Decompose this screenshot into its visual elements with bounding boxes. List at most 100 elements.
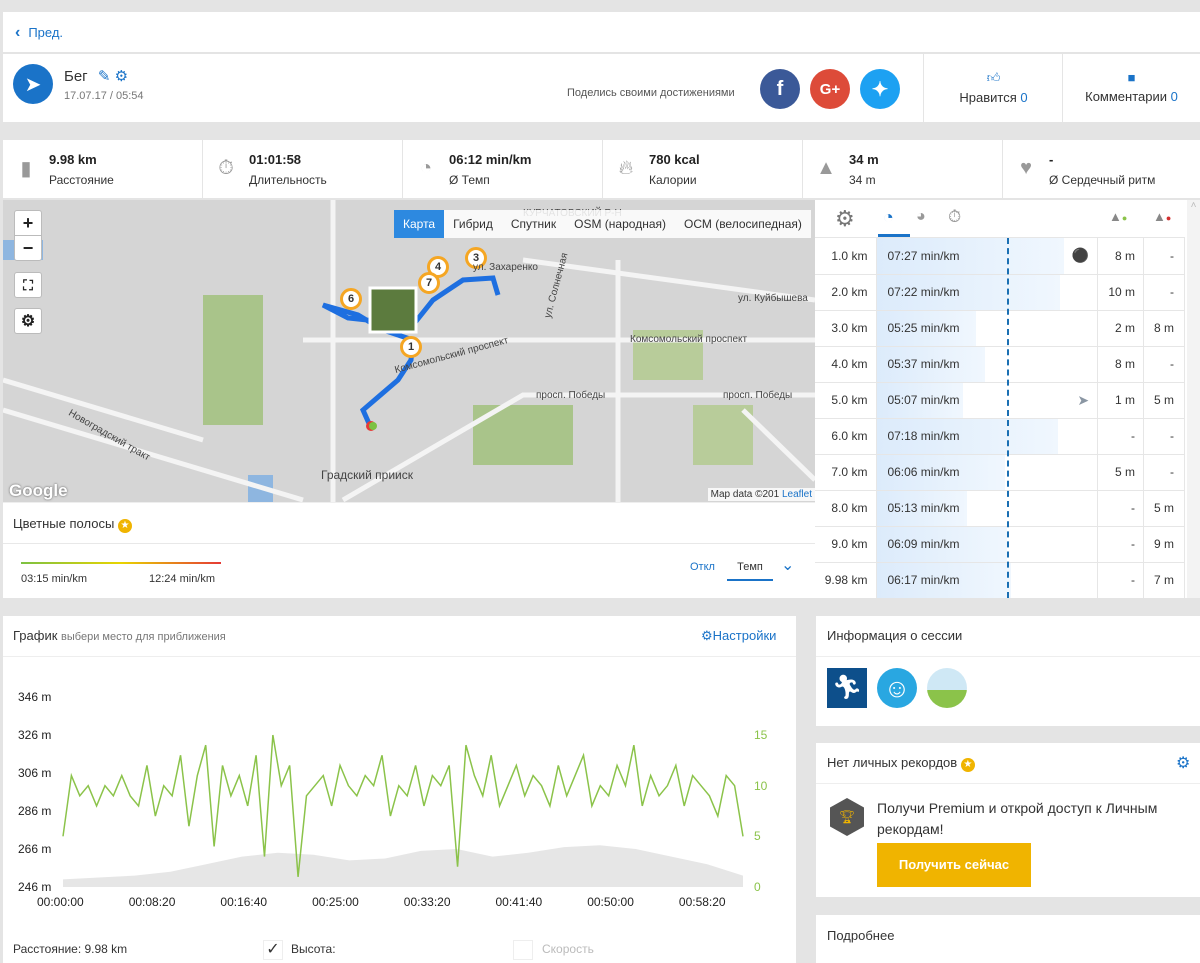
split-distance: 1.0 km <box>815 238 878 275</box>
y-axis-tick-left: 346 m <box>18 690 52 704</box>
split-row[interactable]: 2.0 km 07:22 min/km 10 m - <box>815 274 1185 311</box>
speed-checkbox[interactable] <box>513 940 533 960</box>
split-ascent: - <box>1097 490 1145 527</box>
split-pace-cell: 06:17 min/km <box>876 562 1099 598</box>
split-row[interactable]: 5.0 km 05:07 min/km ➤ 1 m 5 m <box>815 382 1185 419</box>
map-tab[interactable]: Гибрид <box>453 217 493 231</box>
fullscreen-icon[interactable]: ⛶ <box>14 272 42 298</box>
twitter-share-button[interactable]: ✦ <box>860 69 900 109</box>
stat-value: - <box>1049 152 1054 167</box>
stat-2: ◔ 06:12 min/km Ø Темп <box>403 140 603 198</box>
split-pace-cell: 05:37 min/km <box>876 346 1099 383</box>
pace-bar <box>877 418 1058 454</box>
split-distance: 7.0 km <box>815 454 878 491</box>
session-title: Информация о сессии <box>827 628 963 643</box>
altitude-checkbox[interactable]: ✓ <box>263 940 283 960</box>
start-marker <box>369 422 377 430</box>
map-tab[interactable]: ОСМ (велосипедная) <box>684 217 802 231</box>
split-row[interactable]: 8.0 km 05:13 min/km - 5 m <box>815 490 1185 527</box>
stat-5: ♥ - Ø Сердечный ритм <box>1003 140 1200 198</box>
stat-3: 🔥︎ 780 kcal Калории <box>603 140 803 198</box>
map-tab[interactable]: Спутник <box>510 217 557 231</box>
pace-bar <box>877 274 1060 310</box>
color-bars-title: Цветные полосы ★ <box>13 516 132 533</box>
get-premium-button[interactable]: Получить сейчас <box>877 843 1031 887</box>
x-axis-tick: 00:25:00 <box>312 895 359 909</box>
photo-thumbnail[interactable] <box>368 286 418 334</box>
gear-icon: ⚙ <box>701 628 713 643</box>
split-row[interactable]: 6.0 km 07:18 min/km - - <box>815 418 1185 455</box>
split-distance: 9.0 km <box>815 526 878 563</box>
y-axis-tick-right: 5 <box>754 829 761 844</box>
pace-bar <box>877 346 986 382</box>
table-settings-icon[interactable]: ⚙ <box>835 206 855 231</box>
split-row[interactable]: 1.0 km 07:27 min/km ⚫ 8 m - <box>815 238 1185 275</box>
smiley-icon: ☺ <box>877 668 917 708</box>
rabbit-icon: ➤ <box>1077 391 1090 408</box>
map-canvas[interactable] <box>3 200 815 502</box>
pace-tab-icon[interactable]: ◔ <box>883 207 894 227</box>
split-pace-cell: 06:06 min/km <box>876 454 1099 491</box>
chevron-down-icon[interactable]: ⌄ <box>781 557 795 574</box>
lap-marker[interactable]: 3 <box>465 247 487 269</box>
details-panel: Подробнее <box>816 915 1200 963</box>
split-pace: 07:18 min/km <box>887 429 960 443</box>
leaflet-link[interactable]: Leaflet <box>781 489 812 500</box>
facebook-share-button[interactable]: f <box>760 69 800 109</box>
split-row[interactable]: 9.98 km 06:17 min/km - 7 m <box>815 562 1185 598</box>
average-pace-line <box>1007 238 1009 598</box>
time-tab-icon[interactable]: ⏱ <box>948 207 962 226</box>
split-row[interactable]: 7.0 km 06:06 min/km 5 m - <box>815 454 1185 491</box>
tempo-tab[interactable]: Темп <box>727 561 773 581</box>
map-label: ул. Куйбышева <box>738 293 808 304</box>
comments-section[interactable]: ■ Комментарии 0 <box>1062 54 1200 122</box>
road-icon: ▮ <box>20 157 32 180</box>
split-descent: 9 m <box>1143 526 1185 563</box>
split-row[interactable]: 9.0 km 06:09 min/km - 9 m <box>815 526 1185 563</box>
map-tab[interactable]: OSM (народная) <box>574 217 666 231</box>
splits-table: ⚙ ◔ ◕ ⏱ ▲● ▲● 1.0 km 07:27 min/km ⚫ 8 m -… <box>815 200 1200 598</box>
y-axis-tick-left: 286 m <box>18 804 52 818</box>
like-section[interactable]: 👍︎ Нравится 0 <box>923 54 1063 122</box>
stopwatch-icon: ⏱ <box>218 156 234 179</box>
split-row[interactable]: 3.0 km 05:25 min/km 2 m 8 m <box>815 310 1185 347</box>
gear-icon[interactable]: ⚙ <box>114 68 129 85</box>
back-link[interactable]: ‹ Пред. <box>15 24 64 41</box>
split-pace-cell: 07:27 min/km ⚫ <box>876 238 1099 275</box>
activity-datetime: 17.07.17 / 05:54 <box>64 90 144 102</box>
split-pace-cell: 07:18 min/km <box>876 418 1099 455</box>
records-settings-icon[interactable]: ⚙ <box>1176 755 1191 772</box>
split-pace: 06:06 min/km <box>887 465 960 479</box>
speed-label: Скорость <box>542 942 594 956</box>
chevron-left-icon: ‹ <box>15 24 21 41</box>
split-descent: 5 m <box>1143 490 1185 527</box>
split-pace: 05:25 min/km <box>887 321 960 335</box>
y-axis-tick-right: 10 <box>754 778 768 793</box>
route-line <box>321 275 501 430</box>
scrollbar[interactable]: ˄ <box>1187 200 1200 598</box>
heart-icon: ♥ <box>1020 156 1032 179</box>
max-pace: 12:24 min/km <box>149 573 216 585</box>
lap-marker[interactable]: 7 <box>418 272 440 294</box>
lap-marker[interactable]: 1 <box>400 336 422 358</box>
zoom-in-button[interactable]: + <box>14 210 42 236</box>
split-distance: 3.0 km <box>815 310 878 347</box>
map-tab[interactable]: Карта <box>394 210 445 238</box>
trophy-icon: 🏆︎ <box>830 798 864 836</box>
google-plus-share-button[interactable]: G+ <box>810 69 850 109</box>
activity-title: Бег ✎ ⚙ <box>64 68 129 85</box>
lap-marker[interactable]: 6 <box>340 288 362 310</box>
stat-value: 06:12 min/km <box>449 152 532 167</box>
speed-tab-icon[interactable]: ◕ <box>916 208 926 225</box>
pace-bar <box>877 526 1008 562</box>
edit-icon[interactable]: ✎ <box>97 68 111 85</box>
graph-settings-button[interactable]: ⚙Настройки <box>701 628 777 643</box>
runner-icon: 🏃︎ <box>827 668 867 708</box>
x-axis-tick: 00:16:40 <box>220 895 268 909</box>
map-settings-icon[interactable]: ⚙ <box>14 308 42 334</box>
color-off-tab[interactable]: Откл <box>690 561 715 573</box>
split-row[interactable]: 4.0 km 05:37 min/km 8 m - <box>815 346 1185 383</box>
zoom-out-button[interactable]: − <box>14 235 42 261</box>
ascent-icon: ▲● <box>1109 209 1128 224</box>
